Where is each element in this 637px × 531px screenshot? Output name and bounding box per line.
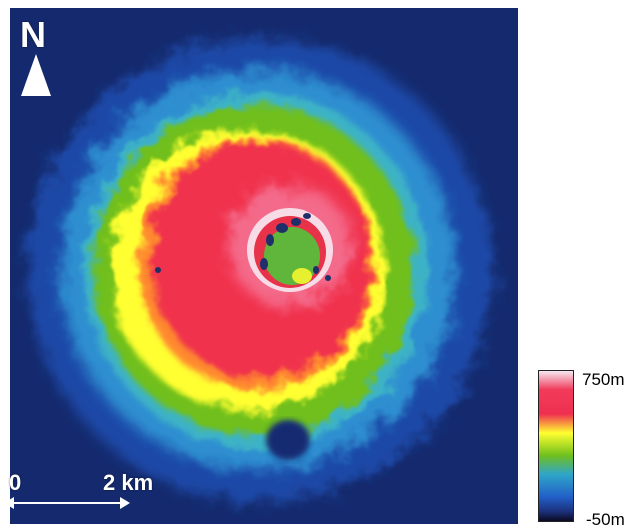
north-label: N xyxy=(20,14,46,55)
north-arrow-icon xyxy=(21,54,51,96)
southern-seamount xyxy=(266,420,310,460)
elevation-color-legend xyxy=(538,370,574,522)
legend-min-label: -50m xyxy=(586,510,625,529)
crater-inner-yellow xyxy=(292,268,312,284)
crater-dark-spots xyxy=(155,213,331,281)
scale-end-label: 2 km xyxy=(103,470,154,495)
legend-max-label: 750m xyxy=(582,370,625,389)
elevation-map xyxy=(10,8,518,524)
scale-bar xyxy=(4,497,130,509)
elevation-map-graphic xyxy=(10,8,518,524)
scale-start-label: 0 xyxy=(9,470,22,495)
